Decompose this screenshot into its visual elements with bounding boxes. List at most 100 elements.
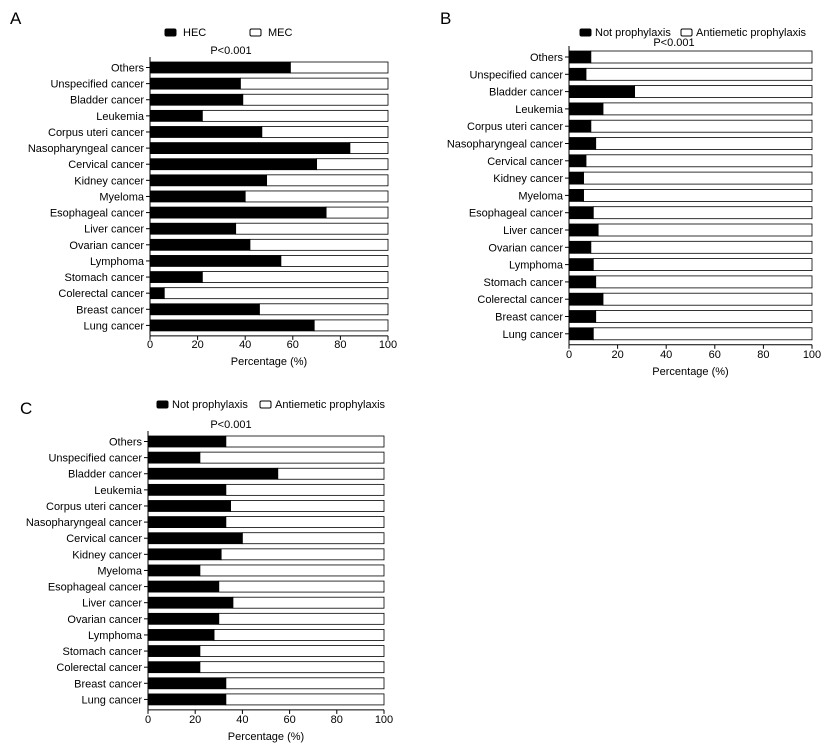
legend-label: Not prophylaxis: [172, 399, 248, 411]
category-label: Esophageal cancer: [50, 208, 145, 220]
bar-segment-primary: [147, 435, 227, 448]
bar-segment-secondary: [349, 142, 389, 155]
category-label: Nasopharyngeal cancer: [447, 139, 564, 151]
bar-segment-primary: [147, 629, 215, 641]
category-label: Esophageal cancer: [48, 582, 143, 594]
bar-segment-secondary: [590, 119, 813, 133]
category-label: Esophageal cancer: [469, 208, 564, 220]
bar-segment-primary: [149, 287, 165, 300]
x-tick-label: 60: [287, 339, 299, 351]
legend-label: Not prophylaxis: [595, 27, 671, 39]
category-label: Stomach cancer: [65, 272, 145, 284]
category-label: Colerectal cancer: [58, 288, 144, 300]
category-label: Breast cancer: [495, 312, 563, 324]
x-tick-label: 100: [379, 339, 397, 351]
bar-segment-primary: [147, 548, 222, 561]
x-tick-label: 0: [566, 349, 572, 361]
bar-segment-primary: [147, 580, 220, 593]
legend-swatch: [164, 28, 177, 37]
bar-segment-secondary: [590, 240, 813, 254]
bar-segment-primary: [568, 67, 587, 81]
bar-segment-secondary: [232, 596, 385, 609]
bar-segment-primary: [147, 596, 234, 609]
bar-segment-primary: [147, 516, 227, 528]
category-label: Breast cancer: [74, 678, 142, 690]
legend-label: Antiemetic prophylaxis: [696, 27, 807, 39]
bar-segment-secondary: [595, 137, 813, 150]
bar-segment-secondary: [277, 467, 385, 480]
bar-segment-secondary: [325, 206, 389, 219]
bar-segment-secondary: [602, 102, 813, 116]
bar-segment-secondary: [218, 580, 385, 593]
bar-segment-primary: [149, 303, 260, 316]
x-tick-label: 40: [660, 349, 672, 361]
bar-segment-primary: [568, 50, 592, 64]
bar-segment-secondary: [225, 693, 385, 706]
bar-segment-secondary: [242, 93, 389, 106]
category-label: Unspecified cancer: [469, 69, 563, 81]
bar-segment-primary: [149, 158, 318, 171]
bar-segment-secondary: [235, 222, 389, 235]
category-label: Liver cancer: [503, 225, 563, 237]
bar-segment-primary: [568, 137, 597, 150]
panel-A: A HEC MEC P<0.001 Others Unspecified cancer Bl…: [10, 9, 397, 368]
bar-segment-primary: [568, 258, 594, 272]
x-tick-label: 60: [283, 714, 295, 726]
x-tick-label: 100: [803, 349, 821, 361]
bar-segment-primary: [568, 102, 604, 116]
x-tick-label: 0: [147, 339, 153, 351]
category-label: Lung cancer: [502, 329, 563, 341]
category-label: Corpus uteri cancer: [467, 121, 563, 133]
bar-segment-secondary: [199, 645, 385, 657]
category-label: Kidney cancer: [74, 175, 144, 187]
bar-segment-primary: [149, 238, 251, 251]
bar-segment-primary: [568, 292, 604, 306]
x-tick-label: 40: [236, 714, 248, 726]
bar-segment-primary: [149, 190, 246, 203]
bar-segment-secondary: [225, 435, 385, 448]
category-label: Leukemia: [96, 111, 145, 123]
bar-segment-primary: [568, 327, 594, 341]
bar-segment-secondary: [602, 292, 813, 306]
x-axis-title: Percentage (%): [228, 731, 304, 743]
x-axis-title: Percentage (%): [652, 366, 728, 378]
bar-segment-secondary: [585, 67, 813, 81]
bar-segment-secondary: [585, 154, 813, 168]
bar-segment-secondary: [225, 677, 385, 690]
bar-segment-secondary: [583, 188, 813, 202]
category-label: Myeloma: [518, 190, 564, 202]
bar-segment-primary: [568, 119, 592, 133]
bar-segment-primary: [147, 467, 279, 480]
bar-segment-primary: [149, 61, 291, 74]
category-label: Liver cancer: [82, 598, 142, 610]
bar-segment-secondary: [199, 564, 385, 577]
legend-label: HEC: [183, 27, 206, 39]
panel-letter: B: [440, 9, 451, 28]
legend-swatch: [579, 28, 592, 37]
panel-letter: C: [20, 399, 32, 418]
legend-swatch: [680, 28, 693, 37]
bar-segment-secondary: [290, 61, 389, 74]
category-label: Cervical cancer: [66, 533, 142, 545]
bar-segment-secondary: [199, 451, 385, 464]
bar-segment-secondary: [249, 238, 389, 251]
bar-segment-primary: [147, 451, 201, 464]
bar-segment-primary: [568, 240, 592, 254]
panel-letter: A: [10, 9, 22, 28]
bar-segment-primary: [568, 206, 594, 220]
x-tick-label: 20: [191, 339, 203, 351]
bar-segment-primary: [147, 564, 201, 577]
bar-segment-secondary: [240, 77, 389, 90]
bar-segment-secondary: [225, 483, 385, 496]
bar-segment-primary: [147, 612, 220, 625]
category-label: Corpus uteri cancer: [48, 127, 144, 139]
bar-segment-secondary: [241, 532, 385, 545]
bar-segment-secondary: [313, 319, 389, 332]
bar-segment-primary: [147, 483, 227, 496]
bar-segment-primary: [149, 255, 282, 267]
p-value-annotation: P<0.001: [653, 37, 694, 49]
category-label: Cervical cancer: [68, 159, 144, 171]
bar-segment-secondary: [259, 303, 389, 316]
category-label: Lymphoma: [90, 256, 145, 268]
